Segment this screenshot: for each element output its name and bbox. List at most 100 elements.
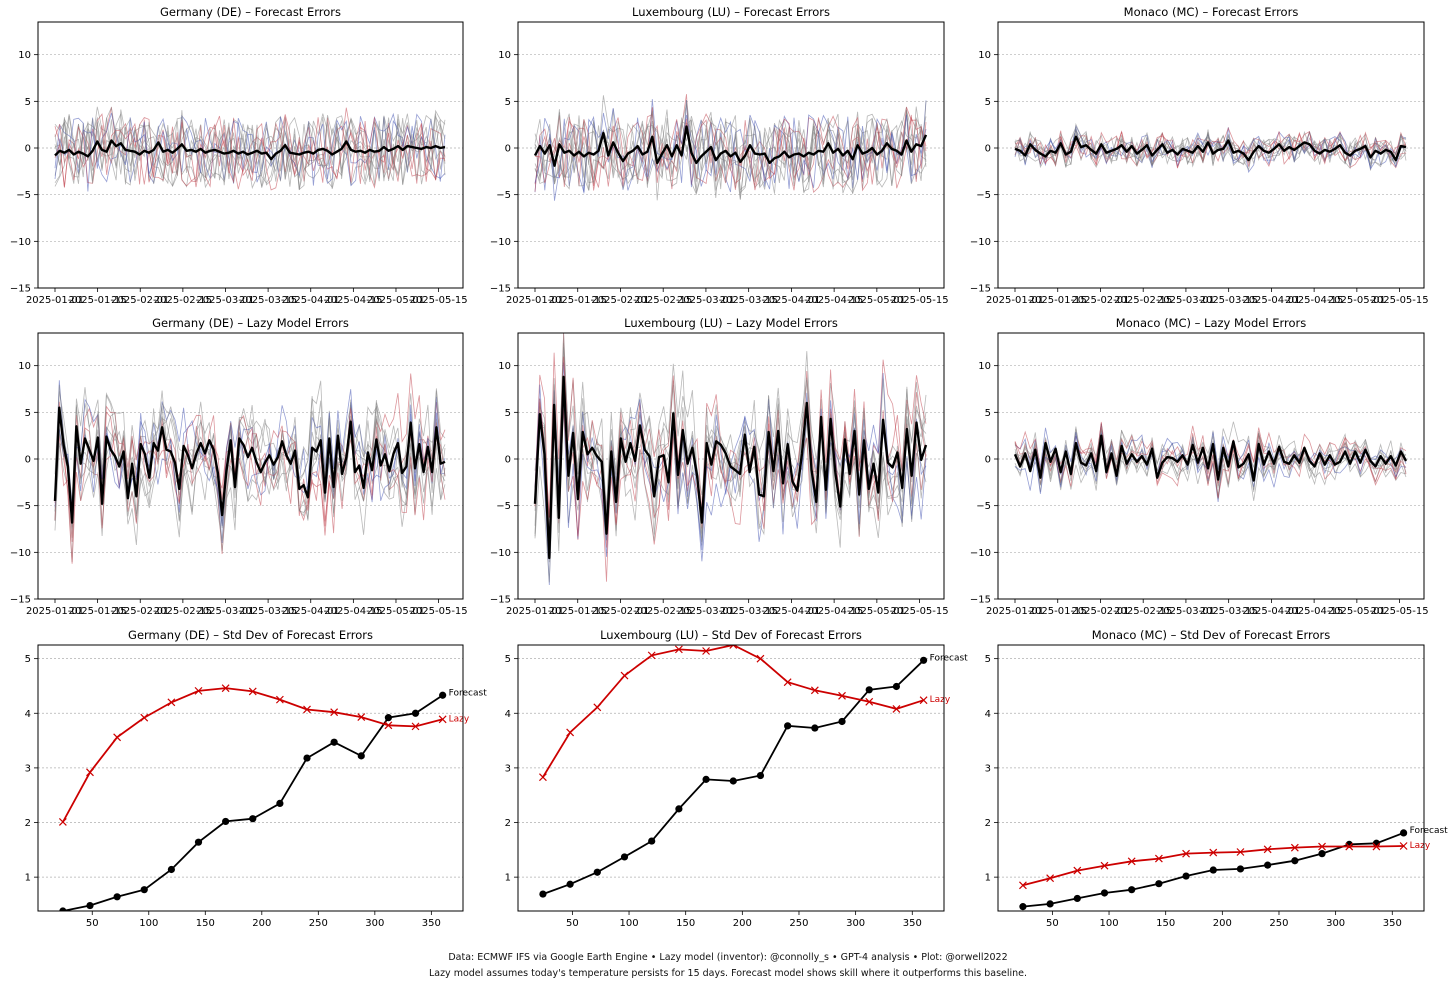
forecast-point (411, 709, 420, 717)
x-tick-label: 2025-02-01 (591, 606, 649, 617)
x-tick-label: 2025-03-15 (239, 295, 297, 306)
ensemble-member-line (54, 401, 446, 555)
x-tick-label: 200 (1213, 918, 1232, 929)
x-tick-label: 2025-02-15 (1114, 606, 1172, 617)
figure-canvas: Germany (DE) – Forecast Errors1050−5−10−… (10, 5, 1449, 929)
series-forecast (539, 656, 928, 898)
forecast-point (384, 714, 392, 722)
series-line-forecast (542, 659, 925, 895)
x-tick-label: 2025-05-01 (1328, 606, 1386, 617)
ensemble-member-line (54, 116, 446, 191)
lazy-point (1290, 843, 1299, 852)
x-tick-label: 2025-02-01 (111, 606, 169, 617)
forecast-point (675, 805, 683, 813)
forecast-point (756, 771, 765, 780)
plot-frame (517, 21, 945, 289)
forecast-point (1400, 829, 1408, 837)
ensemble-member-line (54, 395, 446, 563)
lazy-point (221, 684, 230, 693)
forecast-point (357, 752, 365, 760)
lazy-point (384, 721, 393, 730)
forecast-point (140, 886, 148, 894)
x-tick-label: 2025-04-15 (324, 606, 382, 617)
y-tick-label: −5 (16, 190, 31, 201)
plot-frame (37, 21, 464, 289)
lazy-point (1209, 848, 1218, 857)
x-tick-label: 2025-01-15 (69, 606, 127, 617)
y-tick-label: 2 (25, 818, 31, 829)
y-tick-label: −15 (490, 595, 511, 606)
chart-panel-0: Germany (DE) – Forecast Errors 10 5 0 −5 −10 −… (10, 5, 468, 306)
y-tick-label: 5 (25, 408, 31, 419)
forecast-point (439, 691, 447, 699)
forecast-point (330, 738, 338, 746)
y-tick-label: 5 (505, 408, 511, 419)
y-tick-label: −10 (970, 237, 991, 248)
lazy-point (1263, 845, 1272, 854)
x-tick-label: 2025-03-01 (677, 295, 735, 306)
y-tick-label: 0 (505, 144, 511, 155)
lazy-point (838, 691, 846, 700)
y-tick-label: 10 (498, 50, 511, 61)
ensemble-member-line (1014, 421, 1407, 499)
mean-error-line (533, 125, 928, 167)
x-tick-label: 200 (733, 918, 752, 929)
x-tick-label: 2025-03-01 (1157, 606, 1215, 617)
x-tick-label: 2025-03-15 (1200, 295, 1258, 306)
lazy-point (1372, 842, 1381, 851)
x-tick-label: 2025-05-01 (848, 295, 906, 306)
lazy-point (1127, 857, 1136, 866)
x-tick-label: 2025-05-01 (367, 295, 425, 306)
ensemble-member-line (54, 109, 446, 188)
lazy-point (248, 687, 257, 696)
mean-error-line (54, 139, 446, 161)
lazy-point (566, 728, 575, 737)
forecast-point (838, 717, 846, 726)
forecast-point (920, 656, 928, 664)
lazy-point (140, 713, 149, 722)
caption-explanation: Lazy model assumes today's temperature p… (428, 968, 1028, 979)
ensemble-member-line (534, 332, 927, 545)
forecast-point (249, 815, 257, 823)
y-tick-label: 5 (25, 654, 31, 665)
forecast-point (811, 724, 819, 732)
x-tick-label: 2025-03-15 (1200, 606, 1258, 617)
forecast-point (784, 722, 792, 730)
ensemble-member-line (54, 106, 446, 190)
x-tick-label: 2025-01-01 (986, 606, 1044, 617)
forecast-point (892, 682, 901, 691)
chart-panel-8: Monaco (MC) – Std Dev of Forecast Errors… (985, 628, 1449, 929)
x-tick-label: 2025-02-15 (1114, 295, 1172, 306)
chart-panel-6: Germany (DE) – Std Dev of Forecast Error… (25, 628, 488, 929)
y-tick-label: −5 (496, 501, 511, 512)
forecast-point (593, 868, 601, 876)
forecast-point (1155, 880, 1163, 888)
ensemble-member-line (54, 114, 446, 191)
chart-title: Monaco (MC) – Std Dev of Forecast Errors (1092, 628, 1331, 642)
x-tick-label: 2025-03-15 (720, 606, 778, 617)
y-tick-label: 10 (978, 361, 991, 372)
x-tick-label: 2025-04-15 (805, 606, 863, 617)
lazy-point (357, 713, 366, 722)
x-tick-label: 2025-01-15 (1029, 295, 1087, 306)
y-tick-label: 5 (505, 97, 511, 108)
x-tick-label: 50 (1046, 918, 1059, 929)
series-lazy (58, 684, 447, 826)
x-tick-label: 2025-04-01 (762, 606, 820, 617)
forecast-point (1318, 850, 1326, 858)
caption-data-source: Data: ECMWF IFS via Google Earth Engine … (448, 952, 1008, 963)
x-tick-label: 2025-02-15 (634, 295, 692, 306)
y-tick-label: 10 (18, 50, 31, 61)
lazy-point (86, 768, 94, 777)
x-tick-label: 2025-02-15 (634, 606, 692, 617)
y-tick-label: 1 (25, 873, 31, 884)
y-tick-label: −15 (10, 284, 31, 295)
chart-panel-7: Luxembourg (LU) – Std Dev of Forecast Er… (505, 628, 969, 929)
lazy-point (783, 678, 792, 687)
y-tick-label: 10 (18, 361, 31, 372)
x-tick-label: 2025-05-15 (1371, 295, 1429, 306)
chart-panel-3: Germany (DE) – Lazy Model Errors 10 5 0 −5 −1… (10, 316, 468, 617)
series-end-label-lazy: Lazy (930, 695, 951, 705)
chart-panel-5: Monaco (MC) – Lazy Model Errors 10 5 0 −5 −10… (970, 316, 1429, 617)
chart-title: Luxembourg (LU) – Forecast Errors (632, 5, 830, 19)
